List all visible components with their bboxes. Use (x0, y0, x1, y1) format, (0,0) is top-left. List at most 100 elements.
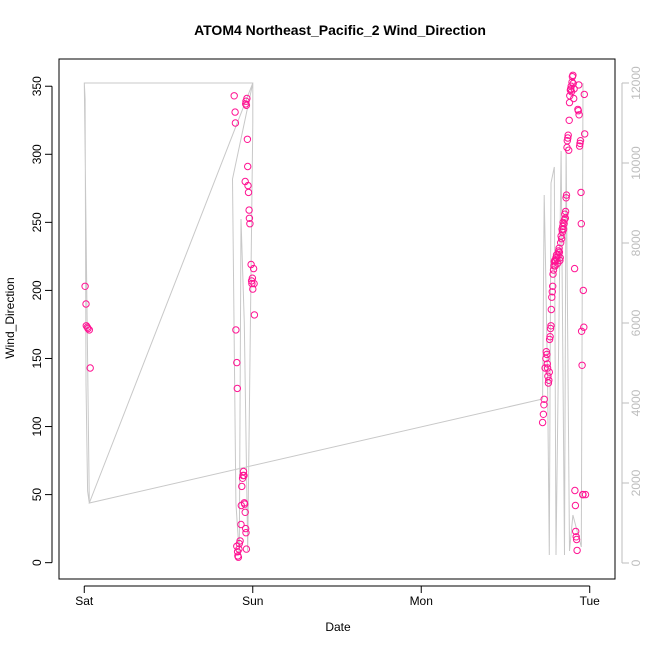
data-point (82, 300, 90, 308)
data-point (545, 335, 554, 344)
x-axis-label: Date (325, 620, 351, 634)
data-point (554, 247, 563, 255)
y-tick-label: 100 (30, 416, 44, 436)
data-point (581, 130, 589, 138)
data-point (548, 293, 556, 301)
y-axis-right: 0 2000 4000 6000 8000 10000 12000 (621, 66, 643, 566)
y-tick-label: 200 (30, 280, 44, 300)
data-point (545, 368, 553, 376)
data-point (560, 220, 568, 228)
data-point (247, 260, 255, 269)
y-tick-label: 150 (30, 348, 44, 368)
data-point (548, 288, 556, 296)
data-point (543, 364, 552, 372)
data-point (538, 418, 547, 427)
data-point (555, 244, 563, 252)
data-point (572, 533, 580, 541)
data-point (86, 364, 94, 372)
data-point (240, 471, 248, 480)
data-point (540, 401, 548, 409)
data-point (250, 311, 259, 319)
data-point (245, 214, 254, 223)
series-line (83, 82, 584, 556)
data-point (580, 90, 588, 99)
data-point (563, 137, 571, 145)
x-tick-label: Mon (410, 594, 433, 608)
x-tick-label: Sat (75, 594, 94, 608)
data-point (243, 135, 252, 144)
y2-tick-label: 8000 (629, 229, 643, 256)
data-point (560, 215, 569, 224)
data-point (577, 327, 586, 335)
data-point (237, 520, 245, 529)
y2-tick-label: 0 (629, 559, 643, 566)
data-point (246, 220, 254, 228)
data-point (242, 529, 250, 537)
data-point (575, 111, 583, 119)
y-axis-left: 0 50 100 150 200 250 300 350 (30, 76, 53, 566)
data-point (242, 524, 250, 533)
data-point (244, 162, 252, 171)
data-point (543, 360, 551, 368)
data-point (575, 142, 584, 150)
data-point (576, 137, 585, 145)
data-point (556, 256, 564, 265)
data-point (242, 545, 251, 553)
y2-tick-label: 10000 (629, 146, 643, 180)
data-point (543, 350, 551, 359)
data-point (564, 131, 572, 139)
data-point (233, 384, 242, 393)
data-point (545, 376, 553, 384)
data-point (241, 508, 249, 516)
y-tick-label: 300 (30, 144, 44, 164)
data-point (564, 134, 572, 142)
y-axis-label: Wind_Direction (3, 277, 17, 358)
data-point (549, 266, 558, 274)
data-point (579, 490, 587, 499)
data-point (559, 225, 568, 233)
line-series (83, 82, 584, 556)
y2-tick-label: 4000 (629, 389, 643, 416)
data-point (573, 546, 581, 555)
data-point (571, 501, 580, 510)
data-point (238, 482, 246, 491)
data-point (230, 92, 238, 100)
data-point (231, 108, 239, 116)
data-point (578, 361, 586, 369)
y-tick-label: 250 (30, 212, 44, 232)
data-point (562, 191, 571, 199)
data-point (570, 94, 578, 103)
data-point (557, 232, 565, 240)
data-point (581, 490, 590, 499)
data-point (565, 146, 573, 154)
data-point (565, 116, 573, 125)
data-point (549, 282, 557, 290)
data-point (239, 467, 248, 476)
data-point (561, 207, 570, 216)
data-point (577, 220, 585, 228)
y-tick-label: 0 (30, 559, 44, 566)
x-axis: Sat Sun Mon Tue (75, 585, 600, 608)
data-point (85, 326, 94, 334)
data-point (547, 305, 555, 314)
data-point (84, 324, 92, 333)
plot-frame (58, 58, 616, 580)
data-point (541, 364, 549, 372)
data-point (569, 71, 577, 80)
data-point (249, 264, 258, 273)
y-tick-label: 50 (30, 488, 44, 502)
data-point (572, 527, 580, 536)
data-point (233, 358, 241, 367)
point-series (81, 71, 590, 561)
data-point (577, 188, 585, 197)
data-point (556, 254, 564, 262)
data-point (549, 270, 557, 278)
data-point (249, 285, 257, 293)
data-point (539, 410, 548, 418)
data-point (546, 333, 554, 341)
data-point (234, 553, 243, 561)
data-point (546, 324, 555, 333)
data-point (547, 322, 555, 330)
data-point (235, 545, 243, 553)
